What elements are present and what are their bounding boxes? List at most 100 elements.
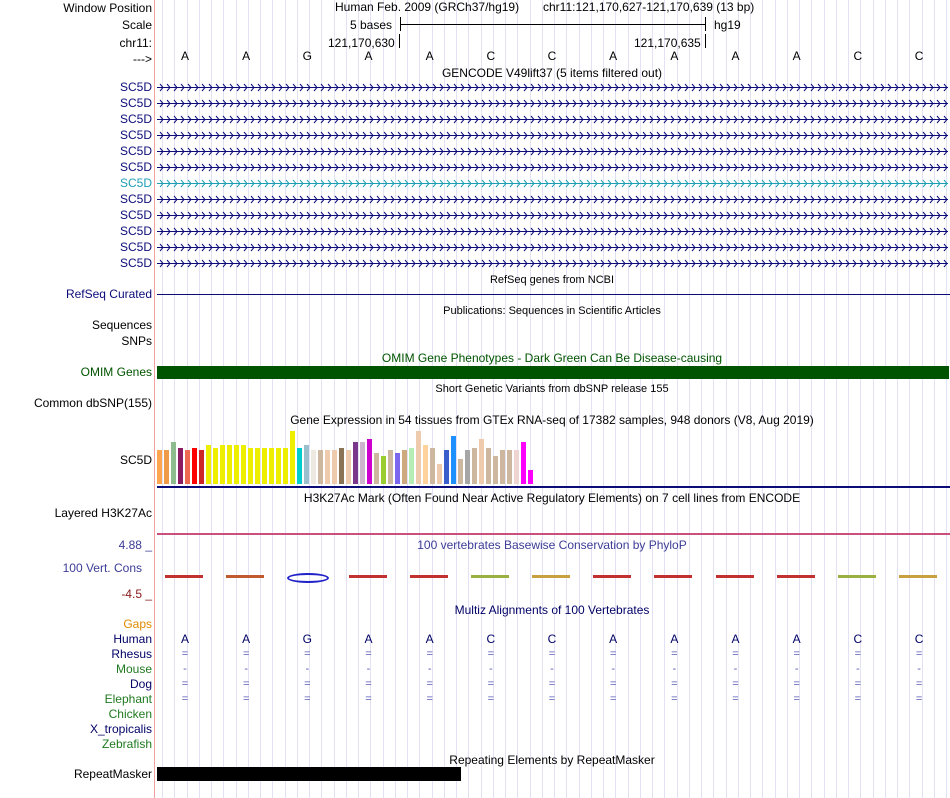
gtex-tissue-bar[interactable] — [325, 450, 330, 484]
gtex-tissue-bar[interactable] — [528, 470, 533, 484]
gencode-transcript[interactable] — [157, 193, 948, 206]
gencode-row-label[interactable]: SC5D — [119, 144, 152, 158]
gencode-transcript[interactable] — [157, 257, 948, 270]
conservation-mark[interactable] — [593, 575, 632, 578]
omim-bar[interactable] — [157, 366, 949, 379]
gtex-tissue-bar[interactable] — [318, 450, 323, 484]
gtex-tissue-bar[interactable] — [269, 448, 274, 484]
conservation-mark[interactable] — [837, 575, 876, 578]
h3k27ac-baseline[interactable] — [157, 533, 950, 535]
gtex-gene-line[interactable] — [157, 486, 950, 488]
gencode-row-label[interactable]: SC5D — [119, 192, 152, 206]
gtex-tissue-bar[interactable] — [479, 439, 484, 484]
gencode-row-label[interactable]: SC5D — [119, 160, 152, 174]
conservation-mark[interactable] — [409, 575, 448, 578]
multiz-species-label[interactable]: X_tropicalis — [89, 722, 152, 736]
gtex-tissue-bar[interactable] — [409, 448, 414, 484]
multiz-species-label[interactable]: Mouse — [115, 662, 152, 676]
gtex-tissue-bar[interactable] — [234, 445, 239, 484]
gtex-tissue-bar[interactable] — [192, 448, 197, 484]
gtex-tissue-bar[interactable] — [360, 442, 365, 484]
gencode-transcript[interactable] — [157, 225, 948, 238]
gtex-tissue-bar[interactable] — [255, 448, 260, 484]
gtex-tissue-bar[interactable] — [290, 431, 295, 484]
gtex-label[interactable]: SC5D — [119, 453, 152, 467]
gtex-tissue-bar[interactable] — [276, 448, 281, 484]
gencode-row-label[interactable]: SC5D — [119, 208, 152, 222]
gtex-tissue-bar[interactable] — [416, 431, 421, 484]
gencode-row-label[interactable]: SC5D — [119, 176, 152, 190]
multiz-species-label[interactable]: Elephant — [104, 692, 152, 706]
gtex-tissue-bar[interactable] — [283, 448, 288, 484]
h3k27ac-title[interactable]: H3K27Ac Mark (Often Found Near Active Re… — [303, 491, 801, 505]
gtex-tissue-bar[interactable] — [164, 450, 169, 484]
gencode-transcript[interactable] — [157, 177, 948, 190]
conservation-mark[interactable] — [348, 575, 387, 578]
conservation-mark[interactable] — [899, 575, 938, 578]
gtex-tissue-bar[interactable] — [465, 450, 470, 484]
publications-title[interactable]: Publications: Sequences in Scientific Ar… — [443, 305, 661, 317]
gtex-tissue-bar[interactable] — [514, 450, 519, 484]
gtex-tissue-bar[interactable] — [430, 448, 435, 484]
gtex-tissue-bar[interactable] — [185, 450, 190, 484]
gtex-tissue-bar[interactable] — [367, 439, 372, 484]
gencode-row-label[interactable]: SC5D — [119, 256, 152, 270]
gtex-tissue-bar[interactable] — [395, 453, 400, 484]
gtex-tissue-bar[interactable] — [451, 436, 456, 484]
gtex-tissue-bar[interactable] — [157, 450, 162, 484]
publications-snps-label[interactable]: SNPs — [121, 334, 152, 348]
gencode-transcript[interactable] — [157, 81, 948, 94]
gtex-tissue-bar[interactable] — [248, 448, 253, 484]
gtex-tissue-bar[interactable] — [388, 450, 393, 484]
refseq-label[interactable]: RefSeq Curated — [65, 287, 152, 301]
gtex-tissue-bar[interactable] — [500, 450, 505, 484]
gtex-tissue-bar[interactable] — [437, 464, 442, 484]
conservation-label[interactable]: 100 Vert. Cons — [62, 561, 142, 575]
gtex-tissue-bar[interactable] — [262, 448, 267, 484]
gtex-tissue-bar[interactable] — [486, 448, 491, 484]
conservation-mark[interactable] — [654, 575, 693, 578]
gtex-tissue-bar[interactable] — [353, 442, 358, 484]
multiz-species-label[interactable]: Rhesus — [111, 647, 152, 661]
gtex-tissue-bar[interactable] — [199, 450, 204, 484]
gtex-tissue-bar[interactable] — [297, 448, 302, 484]
gencode-transcript[interactable] — [157, 113, 948, 126]
omim-label[interactable]: OMIM Genes — [80, 365, 152, 379]
conservation-mark[interactable] — [287, 573, 330, 583]
gtex-tissue-bar[interactable] — [339, 448, 344, 484]
conservation-mark[interactable] — [470, 575, 509, 578]
gtex-tissue-bar[interactable] — [381, 456, 386, 484]
h3k27ac-label[interactable]: Layered H3K27Ac — [54, 506, 152, 520]
gencode-row-label[interactable]: SC5D — [119, 128, 152, 142]
gtex-tissue-bar[interactable] — [178, 448, 183, 484]
gtex-tissue-bar[interactable] — [311, 450, 316, 484]
gencode-title[interactable]: GENCODE V49lift37 (5 items filtered out) — [441, 66, 663, 80]
gtex-tissue-bar[interactable] — [458, 459, 463, 484]
repeatmasker-block[interactable] — [157, 767, 461, 781]
gencode-transcript[interactable] — [157, 161, 948, 174]
gencode-row-label[interactable]: SC5D — [119, 240, 152, 254]
gtex-tissue-bar[interactable] — [171, 442, 176, 484]
multiz-title[interactable]: Multiz Alignments of 100 Vertebrates — [454, 603, 650, 617]
gtex-tissue-bar[interactable] — [227, 445, 232, 484]
gtex-tissue-bar[interactable] — [332, 450, 337, 484]
conservation-mark[interactable] — [532, 575, 571, 578]
gtex-tissue-bar[interactable] — [507, 450, 512, 484]
gtex-tissue-bar[interactable] — [472, 448, 477, 484]
gtex-tissue-bar[interactable] — [444, 450, 449, 484]
conservation-mark[interactable] — [715, 575, 754, 578]
gencode-row-label[interactable]: SC5D — [119, 96, 152, 110]
multiz-species-label[interactable]: Human — [113, 632, 152, 646]
gtex-tissue-bar[interactable] — [206, 445, 211, 484]
multiz-species-label[interactable]: Dog — [129, 677, 152, 691]
dbsnp-title[interactable]: Short Genetic Variants from dbSNP releas… — [435, 383, 669, 395]
gtex-tissue-bar[interactable] — [521, 442, 526, 484]
multiz-species-label[interactable]: Zebrafish — [101, 737, 152, 751]
gtex-tissue-bar[interactable] — [402, 450, 407, 484]
gencode-transcript[interactable] — [157, 97, 948, 110]
conservation-mark[interactable] — [776, 575, 815, 578]
gtex-tissue-bar[interactable] — [220, 445, 225, 484]
gencode-row-label[interactable]: SC5D — [119, 80, 152, 94]
gtex-tissue-bar[interactable] — [241, 445, 246, 484]
gtex-tissue-bar[interactable] — [213, 448, 218, 484]
